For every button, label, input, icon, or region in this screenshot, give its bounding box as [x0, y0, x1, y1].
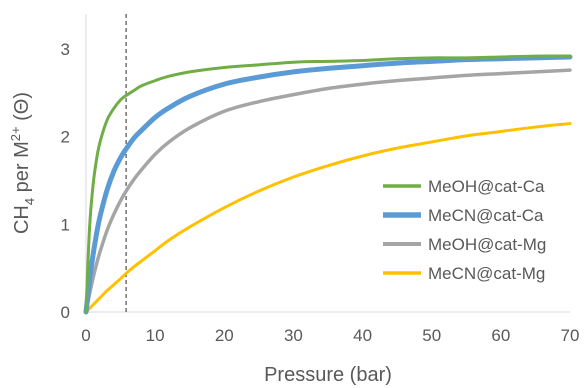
x-tick-label: 50	[422, 326, 441, 345]
x-tick-label: 20	[215, 326, 234, 345]
x-tick-label: 40	[353, 326, 372, 345]
y-axis-title: CH4 per M2+ (Θ)	[8, 92, 37, 234]
y-tick-label: 2	[61, 128, 70, 147]
series-line-mecn-cat-mg	[84, 122, 572, 314]
x-tick-labels: 0 10 20 30 40 50 60 70	[81, 326, 579, 345]
y-axis-title-middle: per M	[11, 141, 33, 198]
legend-label: MeCN@cat-Ca	[428, 206, 544, 225]
series-line-mecn-cat-ca	[83, 54, 573, 315]
series-line-meoh-cat-mg	[84, 68, 572, 314]
series-layer	[83, 54, 573, 315]
legend-label: MeOH@cat-Ca	[428, 177, 545, 196]
series-line-meoh-cat-ca	[84, 54, 572, 314]
y-axis-title-subscript: 4	[22, 198, 37, 205]
y-axis-title-superscript: 2+	[8, 126, 23, 141]
x-tick-label: 70	[561, 326, 580, 345]
legend-label: MeOH@cat-Mg	[428, 235, 546, 254]
y-axis-title-base: CH	[11, 205, 33, 234]
y-tick-label: 0	[61, 303, 70, 322]
legend-label: MeCN@cat-Mg	[428, 264, 545, 283]
y-tick-label: 3	[61, 40, 70, 59]
axes	[85, 14, 570, 313]
x-axis-title: Pressure (bar)	[264, 364, 392, 386]
x-tick-label: 0	[81, 326, 90, 345]
y-tick-label: 1	[61, 215, 70, 234]
legend: MeOH@cat-Ca MeCN@cat-Ca MeOH@cat-Mg MeCN@ca…	[383, 177, 546, 283]
y-tick-labels: 0 1 2 3	[61, 40, 70, 322]
x-tick-label: 60	[491, 326, 510, 345]
y-axis-title-end: (Θ)	[11, 92, 33, 126]
x-tick-label: 10	[146, 326, 165, 345]
x-tick-label: 30	[284, 326, 303, 345]
